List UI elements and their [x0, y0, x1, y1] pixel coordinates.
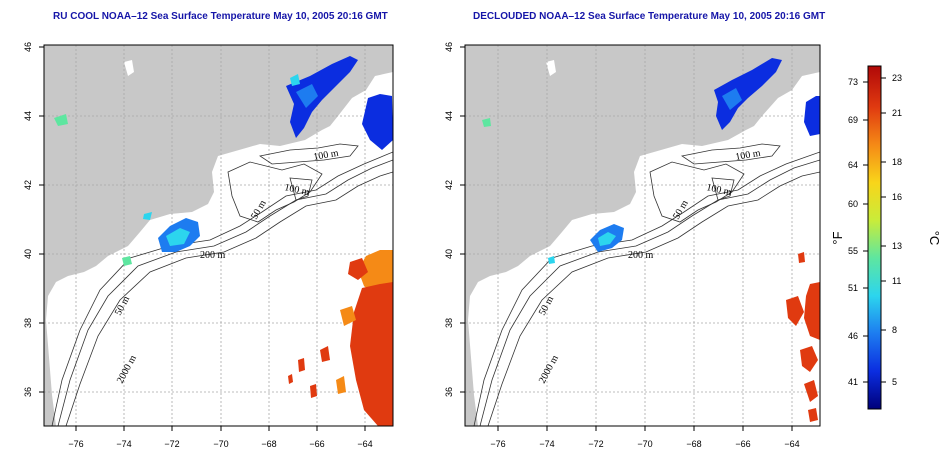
- sst-pixels: [482, 58, 820, 422]
- x-tick-label: −76: [490, 439, 505, 449]
- y-tick-label: 38: [444, 318, 454, 328]
- fahrenheit-tick-label: 69: [848, 115, 858, 125]
- land-mass: [44, 45, 393, 426]
- fahrenheit-unit-label: °F: [830, 231, 845, 244]
- colorbar-ticks: [863, 77, 886, 383]
- x-tick-label: −64: [357, 439, 372, 449]
- fahrenheit-tick-label: 60: [848, 199, 858, 209]
- right-axis-ticks: [460, 46, 793, 431]
- x-tick-label: −72: [164, 439, 179, 449]
- x-tick-label: −76: [68, 439, 83, 449]
- x-tick-label: −66: [309, 439, 324, 449]
- right-x-tick-labels: −76 −74 −72 −70 −68 −66 −64: [490, 439, 799, 449]
- y-tick-label: 46: [444, 42, 454, 52]
- y-tick-label: 42: [23, 180, 33, 190]
- contour-label: 100 m: [735, 148, 762, 163]
- celsius-tick-label: 23: [892, 73, 902, 83]
- x-tick-label: −74: [116, 439, 131, 449]
- y-tick-label: 40: [23, 249, 33, 259]
- lake-feature: [124, 60, 134, 76]
- y-tick-label: 46: [23, 42, 33, 52]
- x-tick-label: −68: [686, 439, 701, 449]
- celsius-tick-labels: 23 21 18 16 13 11 8 5: [892, 73, 902, 387]
- contour-label: 200 m: [200, 250, 226, 261]
- fahrenheit-tick-label: 55: [848, 246, 858, 256]
- contour-label: 100 m: [283, 182, 310, 198]
- left-map-panel: −76 −74 −72 −70 −68 −66 −64 46 44 42 40 …: [23, 42, 394, 449]
- celsius-tick-label: 16: [892, 192, 902, 202]
- fahrenheit-tick-label: 41: [848, 377, 858, 387]
- x-tick-label: −70: [213, 439, 228, 449]
- fahrenheit-tick-label: 51: [848, 283, 858, 293]
- grid-lines: [465, 45, 820, 426]
- y-tick-label: 42: [444, 180, 454, 190]
- contour-label: 100 m: [705, 182, 732, 198]
- x-tick-label: −70: [637, 439, 652, 449]
- contour-label: 200 m: [628, 250, 654, 261]
- left-x-tick-labels: −76 −74 −72 −70 −68 −66 −64: [68, 439, 372, 449]
- celsius-tick-label: 18: [892, 157, 902, 167]
- bathymetry-contours: [473, 143, 820, 426]
- bathymetry-contours: [51, 143, 393, 426]
- lake-feature: [546, 60, 556, 76]
- fahrenheit-tick-label: 46: [848, 331, 858, 341]
- x-tick-label: −74: [539, 439, 554, 449]
- x-tick-label: −64: [784, 439, 799, 449]
- y-tick-label: 44: [444, 111, 454, 121]
- celsius-tick-label: 21: [892, 108, 902, 118]
- fahrenheit-tick-labels: 73 69 64 60 55 51 46 41: [848, 77, 858, 387]
- colorbar-gradient: [867, 65, 882, 410]
- right-plot-frame: [464, 44, 821, 427]
- right-map-panel: −76 −74 −72 −70 −68 −66 −64 46 44 42 40 …: [444, 42, 821, 449]
- fahrenheit-tick-label: 64: [848, 160, 858, 170]
- y-tick-label: 44: [23, 111, 33, 121]
- left-axis-ticks: [39, 46, 366, 431]
- right-y-tick-labels: 46 44 42 40 38 36: [444, 42, 454, 397]
- y-tick-label: 38: [23, 318, 33, 328]
- sst-pixels: [54, 56, 393, 426]
- left-panel-title: RU COOL NOAA–12 Sea Surface Temperature …: [53, 11, 388, 22]
- left-plot-frame: [43, 44, 394, 427]
- land-mass: [465, 45, 820, 426]
- right-panel-title: DECLOUDED NOAA–12 Sea Surface Temperatur…: [473, 11, 826, 22]
- x-tick-label: −66: [735, 439, 750, 449]
- celsius-unit-label: °C: [927, 231, 942, 246]
- contour-label: 100 m: [313, 148, 340, 163]
- celsius-tick-label: 11: [892, 276, 901, 286]
- x-tick-label: −68: [261, 439, 276, 449]
- celsius-tick-label: 13: [892, 241, 902, 251]
- left-y-tick-labels: 46 44 42 40 38 36: [23, 42, 33, 397]
- x-tick-label: −72: [588, 439, 603, 449]
- y-tick-label: 36: [23, 387, 33, 397]
- y-tick-label: 36: [444, 387, 454, 397]
- y-tick-label: 40: [444, 249, 454, 259]
- celsius-tick-label: 5: [892, 377, 897, 387]
- celsius-tick-label: 8: [892, 325, 897, 335]
- fahrenheit-tick-label: 73: [848, 77, 858, 87]
- temperature-colorbar: 73 69 64 60 55 51 46 41 23 21 18 16 13 1…: [830, 65, 942, 410]
